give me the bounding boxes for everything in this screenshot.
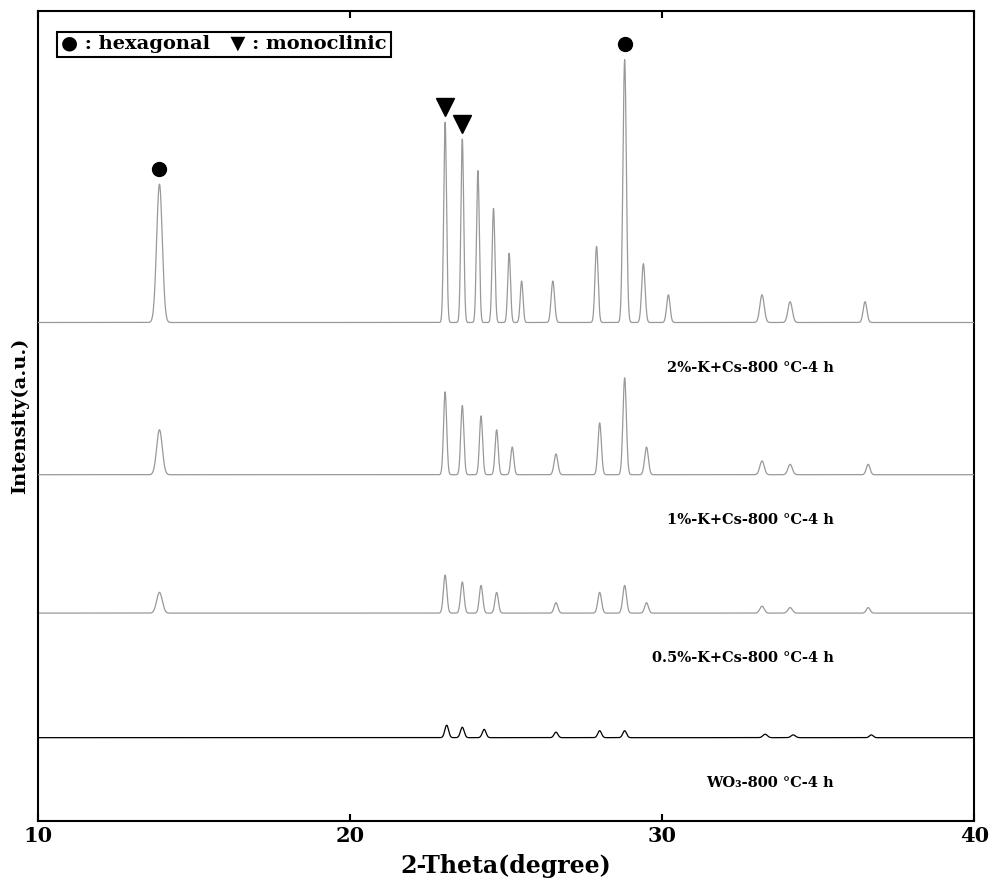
Text: 0.5%-K+Cs-800 °C-4 h: 0.5%-K+Cs-800 °C-4 h	[652, 651, 834, 665]
Text: 2%-K+Cs-800 °C-4 h: 2%-K+Cs-800 °C-4 h	[667, 361, 834, 374]
Text: WO₃-800 °C-4 h: WO₃-800 °C-4 h	[706, 776, 834, 789]
Text: 1%-K+Cs-800 °C-4 h: 1%-K+Cs-800 °C-4 h	[667, 513, 834, 527]
X-axis label: 2-Theta(degree): 2-Theta(degree)	[401, 854, 611, 878]
Y-axis label: Intensity(a.u.): Intensity(a.u.)	[11, 338, 29, 494]
Text: ● : hexagonal   ▼ : monoclinic: ● : hexagonal ▼ : monoclinic	[61, 36, 387, 53]
